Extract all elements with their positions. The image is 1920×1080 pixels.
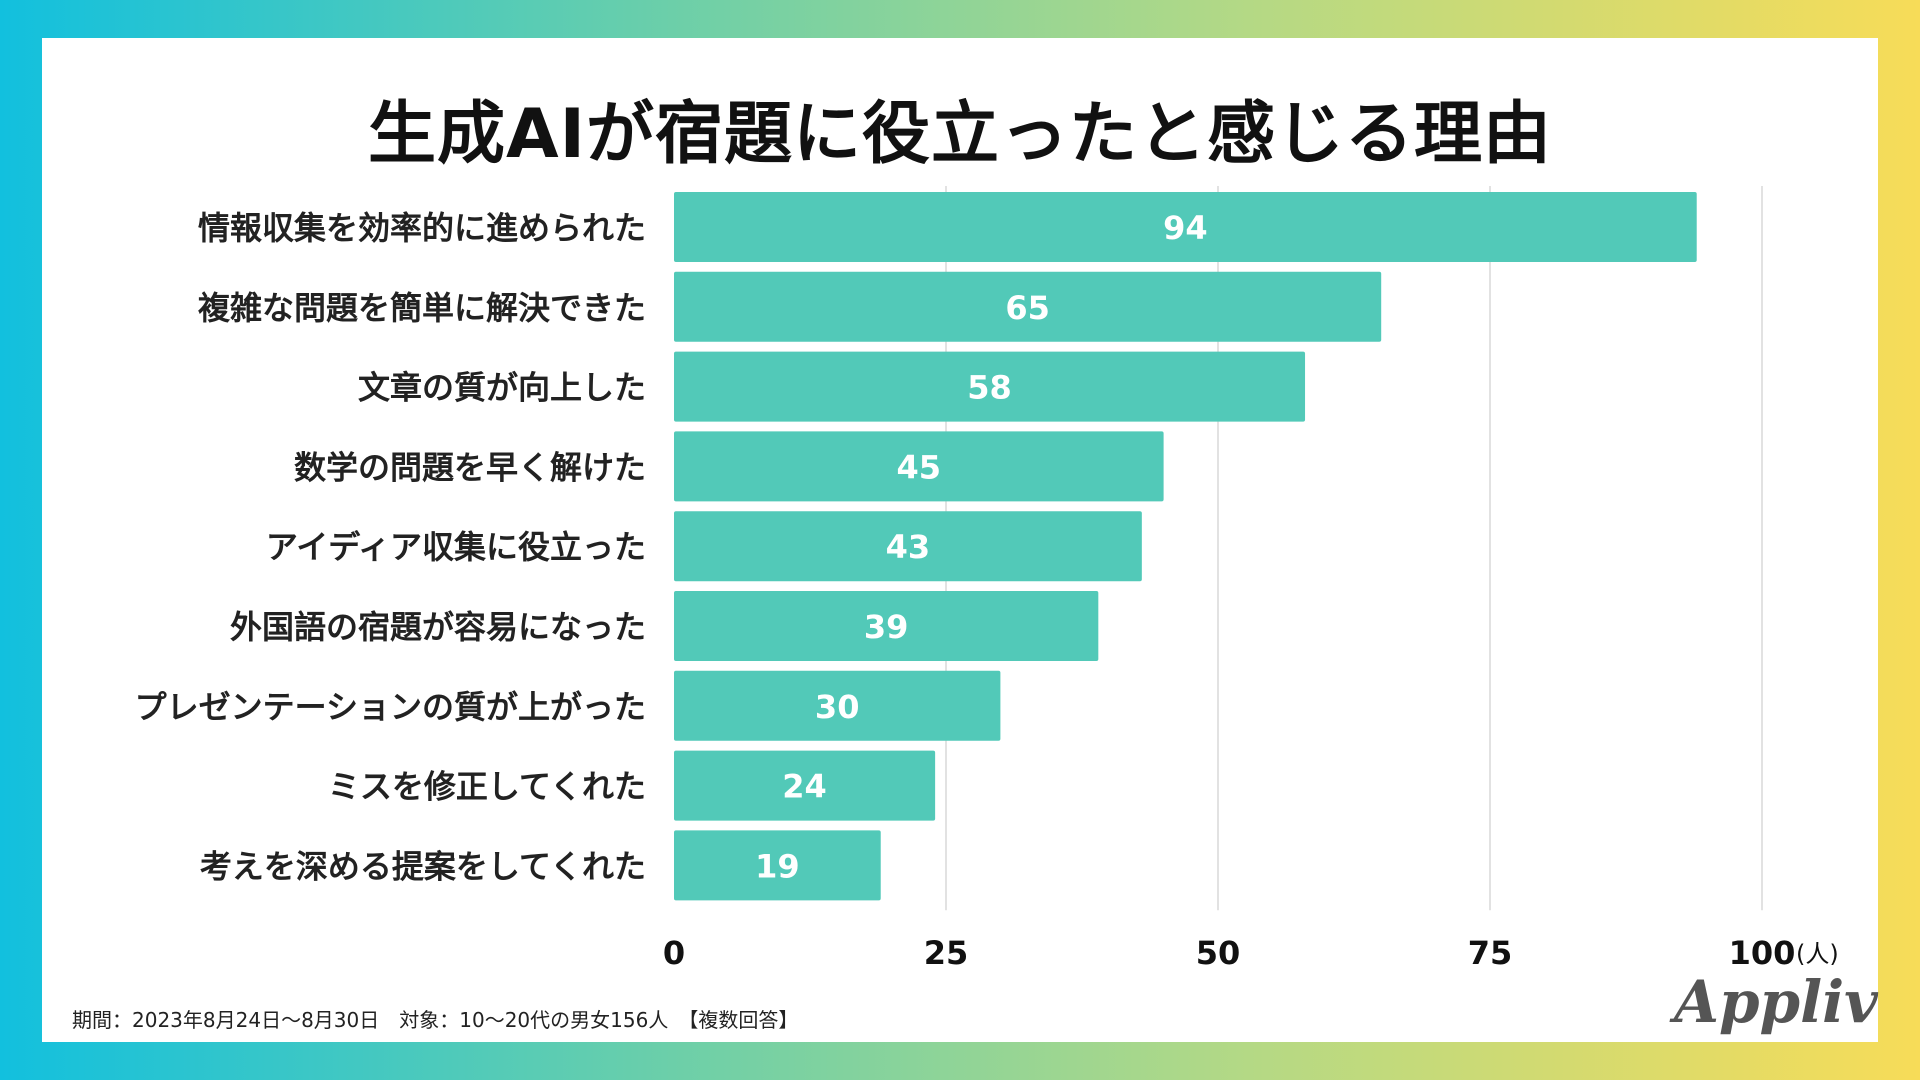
x-tick-label: 0 (663, 934, 685, 972)
x-tick-label: 50 (1196, 934, 1241, 972)
category-label: 複雑な問題を簡単に解決できた (198, 289, 646, 327)
bar (674, 192, 1697, 262)
chart-title: 生成AIが宿題に役立ったと感じる理由 (368, 95, 1552, 174)
bar-value-label: 94 (1163, 209, 1208, 247)
bar-value-label: 30 (815, 688, 860, 726)
bar-chart: 0 25 50 75 100 (人) 94 情報収集を効率的に進められた 65 複雑な問題を簡単に… (135, 186, 1839, 972)
category-label: アイディア収集に役立った (266, 528, 646, 566)
bar (674, 670, 1001, 741)
bar-value-label: 19 (755, 847, 800, 885)
category-label: 考えを深める提案をしてくれた (200, 847, 646, 885)
category-label: ミスを修正してくれた (328, 768, 646, 806)
category-label: 数学の問題を早く解けた (294, 448, 646, 486)
x-tick-label: 100 (1729, 934, 1796, 972)
applive-logo: Appliv (1674, 968, 1878, 1036)
category-label: 文章の質が向上した (358, 369, 646, 407)
category-label: 外国語の宿題が容易になった (230, 608, 646, 646)
chart-card: 生成AIが宿題に役立ったと感じる理由 0 25 50 75 100 (人) 94 情報収集を効… (42, 38, 1878, 1042)
bar (674, 750, 936, 821)
footnote: 期間：2023年8月24日〜8月30日 対象：10〜20代の男女156人 【複数… (72, 1008, 799, 1032)
bar (674, 591, 1099, 661)
bar-value-label: 45 (897, 448, 942, 486)
bar (674, 271, 1382, 342)
bar (674, 351, 1306, 422)
bar-value-label: 58 (967, 369, 1012, 407)
bar-value-label: 39 (864, 608, 909, 646)
bar-value-label: 43 (886, 528, 931, 566)
bar (674, 830, 881, 901)
bar-value-label: 65 (1005, 289, 1050, 327)
bar (674, 511, 1142, 582)
x-unit-label: (人) (1796, 940, 1839, 968)
x-tick-label: 25 (924, 934, 969, 972)
category-label: 情報収集を効率的に進められた (198, 209, 646, 247)
bar (674, 431, 1164, 502)
category-label: プレゼンテーションの質が上がった (135, 688, 646, 726)
x-tick-label: 75 (1468, 934, 1513, 972)
bar-value-label: 24 (782, 768, 827, 806)
